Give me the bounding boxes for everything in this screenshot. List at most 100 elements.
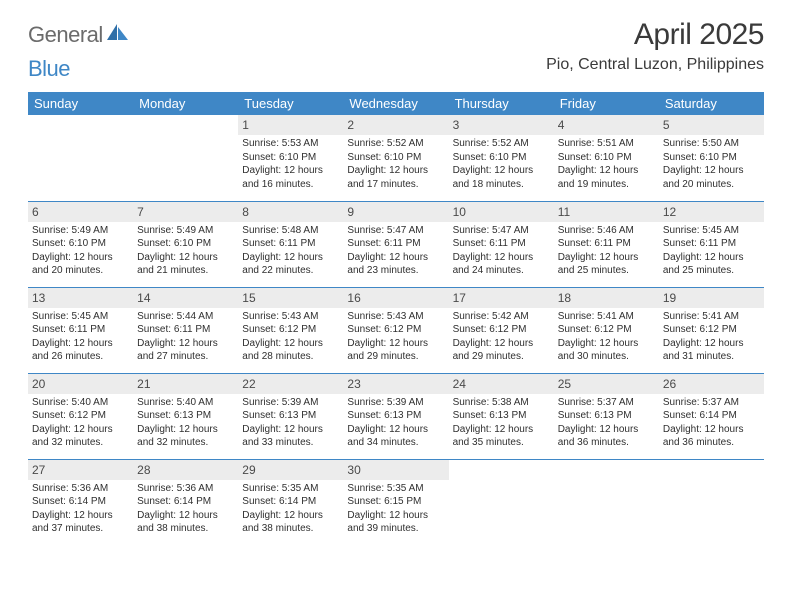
- weekday-header: Wednesday: [343, 92, 448, 115]
- sunrise-line: Sunrise: 5:40 AM: [32, 396, 129, 410]
- daylight-line: Daylight: 12 hours and 23 minutes.: [347, 251, 444, 278]
- sunrise-line: Sunrise: 5:44 AM: [137, 310, 234, 324]
- calendar-cell: 15Sunrise: 5:43 AMSunset: 6:12 PMDayligh…: [238, 287, 343, 373]
- sunset-line: Sunset: 6:15 PM: [347, 495, 444, 509]
- weekday-header: Thursday: [449, 92, 554, 115]
- calendar-cell: 12Sunrise: 5:45 AMSunset: 6:11 PMDayligh…: [659, 201, 764, 287]
- cell-body: Sunrise: 5:35 AMSunset: 6:15 PMDaylight:…: [347, 482, 444, 536]
- sunrise-line: Sunrise: 5:36 AM: [137, 482, 234, 496]
- day-number: 29: [238, 460, 343, 480]
- day-number: 19: [659, 288, 764, 308]
- calendar-page: General April 2025 Pio, Central Luzon, P…: [0, 0, 792, 563]
- cell-body: Sunrise: 5:40 AMSunset: 6:12 PMDaylight:…: [32, 396, 129, 450]
- location-subtitle: Pio, Central Luzon, Philippines: [546, 56, 764, 74]
- sunrise-line: Sunrise: 5:39 AM: [242, 396, 339, 410]
- cell-body: Sunrise: 5:45 AMSunset: 6:11 PMDaylight:…: [32, 310, 129, 364]
- sunrise-line: Sunrise: 5:48 AM: [242, 224, 339, 238]
- daylight-line: Daylight: 12 hours and 34 minutes.: [347, 423, 444, 450]
- day-number: 15: [238, 288, 343, 308]
- calendar-cell: 3Sunrise: 5:52 AMSunset: 6:10 PMDaylight…: [449, 115, 554, 201]
- daylight-line: Daylight: 12 hours and 25 minutes.: [663, 251, 760, 278]
- sunset-line: Sunset: 6:14 PM: [663, 409, 760, 423]
- day-number-empty: [133, 115, 238, 135]
- day-number: 22: [238, 374, 343, 394]
- day-number: 27: [28, 460, 133, 480]
- calendar-cell: 30Sunrise: 5:35 AMSunset: 6:15 PMDayligh…: [343, 459, 448, 545]
- day-number: 25: [554, 374, 659, 394]
- sunrise-line: Sunrise: 5:49 AM: [137, 224, 234, 238]
- calendar-cell: 24Sunrise: 5:38 AMSunset: 6:13 PMDayligh…: [449, 373, 554, 459]
- day-number-empty: [659, 460, 764, 480]
- calendar-cell: 11Sunrise: 5:46 AMSunset: 6:11 PMDayligh…: [554, 201, 659, 287]
- sunrise-line: Sunrise: 5:41 AM: [663, 310, 760, 324]
- calendar-cell: 29Sunrise: 5:35 AMSunset: 6:14 PMDayligh…: [238, 459, 343, 545]
- day-number: 9: [343, 202, 448, 222]
- logo-text-general: General: [28, 22, 103, 48]
- day-number: 7: [133, 202, 238, 222]
- daylight-line: Daylight: 12 hours and 29 minutes.: [453, 337, 550, 364]
- sunset-line: Sunset: 6:12 PM: [558, 323, 655, 337]
- sunset-line: Sunset: 6:10 PM: [32, 237, 129, 251]
- sunrise-line: Sunrise: 5:49 AM: [32, 224, 129, 238]
- sunset-line: Sunset: 6:12 PM: [347, 323, 444, 337]
- cell-body: Sunrise: 5:41 AMSunset: 6:12 PMDaylight:…: [663, 310, 760, 364]
- calendar-thead: SundayMondayTuesdayWednesdayThursdayFrid…: [28, 92, 764, 115]
- daylight-line: Daylight: 12 hours and 28 minutes.: [242, 337, 339, 364]
- sunrise-line: Sunrise: 5:53 AM: [242, 137, 339, 151]
- cell-body: Sunrise: 5:39 AMSunset: 6:13 PMDaylight:…: [347, 396, 444, 450]
- calendar-cell: 2Sunrise: 5:52 AMSunset: 6:10 PMDaylight…: [343, 115, 448, 201]
- daylight-line: Daylight: 12 hours and 38 minutes.: [137, 509, 234, 536]
- day-number: 24: [449, 374, 554, 394]
- calendar-cell: 21Sunrise: 5:40 AMSunset: 6:13 PMDayligh…: [133, 373, 238, 459]
- calendar-cell: 28Sunrise: 5:36 AMSunset: 6:14 PMDayligh…: [133, 459, 238, 545]
- sunrise-line: Sunrise: 5:43 AM: [242, 310, 339, 324]
- sunrise-line: Sunrise: 5:35 AM: [347, 482, 444, 496]
- sunrise-line: Sunrise: 5:41 AM: [558, 310, 655, 324]
- daylight-line: Daylight: 12 hours and 30 minutes.: [558, 337, 655, 364]
- day-number: 10: [449, 202, 554, 222]
- calendar-row: 1 Sunrise: 5:53 AMSunset: 6:10 PM Daylight…: [28, 115, 764, 201]
- daylight-line: Daylight: 12 hours and 29 minutes.: [347, 337, 444, 364]
- day-number: 1: [238, 115, 343, 135]
- weekday-header: Friday: [554, 92, 659, 115]
- sunrise-line: Sunrise: 5:47 AM: [453, 224, 550, 238]
- sunrise-line: Sunrise: 5:37 AM: [558, 396, 655, 410]
- calendar-cell: 6Sunrise: 5:49 AMSunset: 6:10 PMDaylight…: [28, 201, 133, 287]
- cell-body: Sunrise: 5:45 AMSunset: 6:11 PMDaylight:…: [663, 224, 760, 278]
- weekday-header: Tuesday: [238, 92, 343, 115]
- cell-body: Sunrise: 5:42 AMSunset: 6:12 PMDaylight:…: [453, 310, 550, 364]
- day-number: 3: [449, 115, 554, 135]
- sunset-line: Sunset: 6:11 PM: [32, 323, 129, 337]
- sunrise-line: Sunrise: 5:37 AM: [663, 396, 760, 410]
- day-number-empty: [554, 460, 659, 480]
- weekday-header: Sunday: [28, 92, 133, 115]
- day-number: 28: [133, 460, 238, 480]
- sunset-line: Sunset: 6:10 PM: [137, 237, 234, 251]
- sunset-line: Sunset: 6:11 PM: [137, 323, 234, 337]
- day-number: 23: [343, 374, 448, 394]
- day-number: 12: [659, 202, 764, 222]
- cell-body: Sunrise: 5:37 AMSunset: 6:14 PMDaylight:…: [663, 396, 760, 450]
- month-title: April 2025: [546, 18, 764, 52]
- cell-body: Sunrise: 5:44 AMSunset: 6:11 PMDaylight:…: [137, 310, 234, 364]
- sunset-line: Sunset: 6:10 PM: [242, 151, 339, 165]
- calendar-cell: 7Sunrise: 5:49 AMSunset: 6:10 PMDaylight…: [133, 201, 238, 287]
- sunrise-line: Sunrise: 5:46 AM: [558, 224, 655, 238]
- sunset-line: Sunset: 6:13 PM: [347, 409, 444, 423]
- daylight-line: Daylight: 12 hours and 31 minutes.: [663, 337, 760, 364]
- calendar-cell: 17Sunrise: 5:42 AMSunset: 6:12 PMDayligh…: [449, 287, 554, 373]
- sunrise-line: Sunrise: 5:35 AM: [242, 482, 339, 496]
- calendar-cell: 27Sunrise: 5:36 AMSunset: 6:14 PMDayligh…: [28, 459, 133, 545]
- calendar-cell: 16Sunrise: 5:43 AMSunset: 6:12 PMDayligh…: [343, 287, 448, 373]
- daylight-line: Daylight: 12 hours and 39 minutes.: [347, 509, 444, 536]
- calendar-cell: 1Sunrise: 5:53 AMSunset: 6:10 PMDaylight…: [238, 115, 343, 201]
- calendar-cell: 19Sunrise: 5:41 AMSunset: 6:12 PMDayligh…: [659, 287, 764, 373]
- daylight-line: Daylight: 12 hours and 20 minutes.: [663, 164, 760, 191]
- sunset-line: Sunset: 6:11 PM: [347, 237, 444, 251]
- calendar-row: 20Sunrise: 5:40 AMSunset: 6:12 PMDayligh…: [28, 373, 764, 459]
- title-block: April 2025 Pio, Central Luzon, Philippin…: [546, 18, 764, 74]
- cell-body: Sunrise: 5:43 AMSunset: 6:12 PMDaylight:…: [347, 310, 444, 364]
- logo-sail-icon: [107, 24, 129, 47]
- sunrise-line: Sunrise: 5:39 AM: [347, 396, 444, 410]
- cell-body: Sunrise: 5:52 AMSunset: 6:10 PMDaylight:…: [347, 137, 444, 191]
